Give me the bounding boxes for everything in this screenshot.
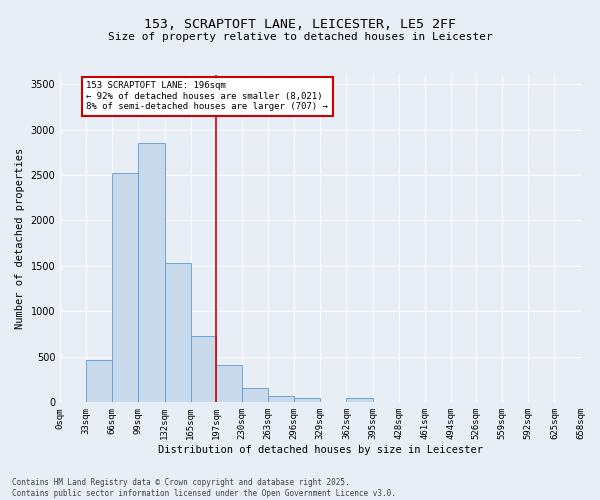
Bar <box>86 360 112 403</box>
Y-axis label: Number of detached properties: Number of detached properties <box>15 148 25 330</box>
Bar <box>139 143 164 403</box>
Bar <box>294 398 320 402</box>
Bar <box>242 388 268 402</box>
Text: 153 SCRAPTOFT LANE: 196sqm
← 92% of detached houses are smaller (8,021)
8% of se: 153 SCRAPTOFT LANE: 196sqm ← 92% of deta… <box>86 82 328 111</box>
Text: Size of property relative to detached houses in Leicester: Size of property relative to detached ho… <box>107 32 493 42</box>
Bar <box>164 263 191 402</box>
Text: 153, SCRAPTOFT LANE, LEICESTER, LE5 2FF: 153, SCRAPTOFT LANE, LEICESTER, LE5 2FF <box>144 18 456 30</box>
Bar <box>112 173 139 402</box>
X-axis label: Distribution of detached houses by size in Leicester: Distribution of detached houses by size … <box>158 445 483 455</box>
Bar <box>191 336 216 402</box>
Bar <box>216 365 242 403</box>
Bar <box>268 396 294 402</box>
Text: Contains HM Land Registry data © Crown copyright and database right 2025.
Contai: Contains HM Land Registry data © Crown c… <box>12 478 396 498</box>
Bar <box>346 398 373 402</box>
